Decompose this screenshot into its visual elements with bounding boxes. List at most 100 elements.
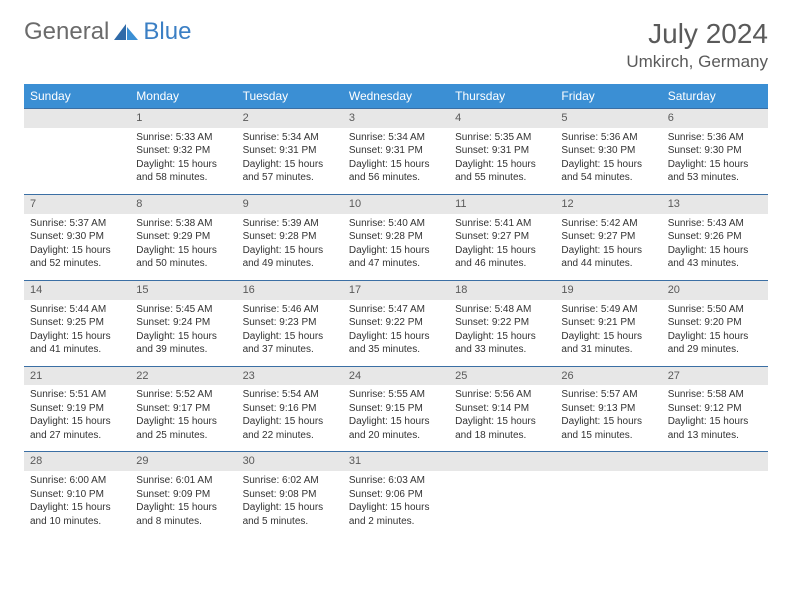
- day-line: Sunrise: 5:38 AM: [136, 217, 230, 231]
- day-line: and 46 minutes.: [455, 257, 549, 271]
- day-number: 27: [662, 366, 768, 386]
- day-content: Sunrise: 5:52 AMSunset: 9:17 PMDaylight:…: [130, 385, 236, 451]
- day-line: and 2 minutes.: [349, 515, 443, 529]
- calendar-row: 14Sunrise: 5:44 AMSunset: 9:25 PMDayligh…: [24, 280, 768, 366]
- day-line: and 31 minutes.: [561, 343, 655, 357]
- day-line: Sunset: 9:13 PM: [561, 402, 655, 416]
- day-line: Daylight: 15 hours: [455, 158, 549, 172]
- day-line: Sunset: 9:30 PM: [561, 144, 655, 158]
- day-number: 8: [130, 194, 236, 214]
- logo-text-blue: Blue: [143, 18, 191, 46]
- day-line: and 15 minutes.: [561, 429, 655, 443]
- calendar-cell: 27Sunrise: 5:58 AMSunset: 9:12 PMDayligh…: [662, 366, 768, 452]
- day-line: Sunset: 9:08 PM: [243, 488, 337, 502]
- day-line: Sunrise: 5:49 AM: [561, 303, 655, 317]
- day-line: Daylight: 15 hours: [561, 415, 655, 429]
- day-line: Sunrise: 5:48 AM: [455, 303, 549, 317]
- day-line: and 8 minutes.: [136, 515, 230, 529]
- day-content: Sunrise: 5:55 AMSunset: 9:15 PMDaylight:…: [343, 385, 449, 451]
- calendar-cell: 22Sunrise: 5:52 AMSunset: 9:17 PMDayligh…: [130, 366, 236, 452]
- day-line: Daylight: 15 hours: [30, 244, 124, 258]
- day-number: 31: [343, 451, 449, 471]
- day-line: and 52 minutes.: [30, 257, 124, 271]
- day-line: Sunrise: 5:41 AM: [455, 217, 549, 231]
- day-line: and 27 minutes.: [30, 429, 124, 443]
- day-line: Sunset: 9:10 PM: [30, 488, 124, 502]
- day-line: Sunrise: 6:00 AM: [30, 474, 124, 488]
- day-line: Sunrise: 5:55 AM: [349, 388, 443, 402]
- day-line: Daylight: 15 hours: [30, 415, 124, 429]
- day-line: Sunrise: 5:36 AM: [668, 131, 762, 145]
- day-line: Daylight: 15 hours: [243, 244, 337, 258]
- day-content: Sunrise: 5:43 AMSunset: 9:26 PMDaylight:…: [662, 214, 768, 280]
- day-line: Daylight: 15 hours: [349, 158, 443, 172]
- day-line: Daylight: 15 hours: [136, 501, 230, 515]
- day-content: Sunrise: 5:58 AMSunset: 9:12 PMDaylight:…: [662, 385, 768, 451]
- day-line: Sunset: 9:17 PM: [136, 402, 230, 416]
- day-content: Sunrise: 5:38 AMSunset: 9:29 PMDaylight:…: [130, 214, 236, 280]
- weekday-header-row: Sunday Monday Tuesday Wednesday Thursday…: [24, 84, 768, 108]
- day-content: Sunrise: 5:48 AMSunset: 9:22 PMDaylight:…: [449, 300, 555, 366]
- day-line: Daylight: 15 hours: [668, 158, 762, 172]
- calendar-cell: 23Sunrise: 5:54 AMSunset: 9:16 PMDayligh…: [237, 366, 343, 452]
- day-line: and 43 minutes.: [668, 257, 762, 271]
- day-line: Sunset: 9:30 PM: [668, 144, 762, 158]
- day-number: 30: [237, 451, 343, 471]
- day-line: Sunrise: 5:42 AM: [561, 217, 655, 231]
- day-line: Sunrise: 6:01 AM: [136, 474, 230, 488]
- day-line: Sunset: 9:32 PM: [136, 144, 230, 158]
- day-line: Daylight: 15 hours: [349, 501, 443, 515]
- logo: GeneralBlue: [24, 18, 191, 46]
- day-line: Sunset: 9:28 PM: [243, 230, 337, 244]
- day-line: Sunset: 9:24 PM: [136, 316, 230, 330]
- day-number: 19: [555, 280, 661, 300]
- day-line: and 58 minutes.: [136, 171, 230, 185]
- day-line: and 57 minutes.: [243, 171, 337, 185]
- day-line: and 10 minutes.: [30, 515, 124, 529]
- calendar-cell: 15Sunrise: 5:45 AMSunset: 9:24 PMDayligh…: [130, 280, 236, 366]
- day-content: Sunrise: 5:54 AMSunset: 9:16 PMDaylight:…: [237, 385, 343, 451]
- day-line: Daylight: 15 hours: [668, 330, 762, 344]
- day-line: and 53 minutes.: [668, 171, 762, 185]
- calendar-cell: 26Sunrise: 5:57 AMSunset: 9:13 PMDayligh…: [555, 366, 661, 452]
- day-content: Sunrise: 5:45 AMSunset: 9:24 PMDaylight:…: [130, 300, 236, 366]
- day-line: Daylight: 15 hours: [243, 330, 337, 344]
- day-content: Sunrise: 6:03 AMSunset: 9:06 PMDaylight:…: [343, 471, 449, 537]
- day-line: Sunset: 9:26 PM: [668, 230, 762, 244]
- day-line: Sunset: 9:25 PM: [30, 316, 124, 330]
- day-content: Sunrise: 5:56 AMSunset: 9:14 PMDaylight:…: [449, 385, 555, 451]
- day-content: Sunrise: 5:41 AMSunset: 9:27 PMDaylight:…: [449, 214, 555, 280]
- calendar-cell: 14Sunrise: 5:44 AMSunset: 9:25 PMDayligh…: [24, 280, 130, 366]
- day-line: and 22 minutes.: [243, 429, 337, 443]
- day-number: 20: [662, 280, 768, 300]
- day-line: Sunrise: 5:40 AM: [349, 217, 443, 231]
- day-number: 7: [24, 194, 130, 214]
- day-content: Sunrise: 5:46 AMSunset: 9:23 PMDaylight:…: [237, 300, 343, 366]
- day-line: and 39 minutes.: [136, 343, 230, 357]
- day-line: and 49 minutes.: [243, 257, 337, 271]
- day-line: Sunrise: 5:54 AM: [243, 388, 337, 402]
- weekday-header: Monday: [130, 84, 236, 108]
- day-line: Sunrise: 5:39 AM: [243, 217, 337, 231]
- calendar-cell: 16Sunrise: 5:46 AMSunset: 9:23 PMDayligh…: [237, 280, 343, 366]
- day-line: Sunrise: 6:03 AM: [349, 474, 443, 488]
- day-line: Sunset: 9:31 PM: [349, 144, 443, 158]
- sail-icon: [113, 23, 139, 41]
- day-line: Sunrise: 5:37 AM: [30, 217, 124, 231]
- calendar-table: Sunday Monday Tuesday Wednesday Thursday…: [24, 84, 768, 537]
- calendar-row: 1Sunrise: 5:33 AMSunset: 9:32 PMDaylight…: [24, 108, 768, 194]
- day-content: Sunrise: 5:37 AMSunset: 9:30 PMDaylight:…: [24, 214, 130, 280]
- day-line: Daylight: 15 hours: [455, 415, 549, 429]
- day-number: 23: [237, 366, 343, 386]
- day-number: [662, 451, 768, 471]
- day-number: 11: [449, 194, 555, 214]
- calendar-cell: 12Sunrise: 5:42 AMSunset: 9:27 PMDayligh…: [555, 194, 661, 280]
- day-line: Sunset: 9:15 PM: [349, 402, 443, 416]
- day-number: [24, 108, 130, 128]
- day-line: Sunset: 9:31 PM: [243, 144, 337, 158]
- day-number: 5: [555, 108, 661, 128]
- day-line: Sunrise: 5:44 AM: [30, 303, 124, 317]
- day-number: 24: [343, 366, 449, 386]
- day-number: 17: [343, 280, 449, 300]
- day-content: Sunrise: 5:34 AMSunset: 9:31 PMDaylight:…: [343, 128, 449, 194]
